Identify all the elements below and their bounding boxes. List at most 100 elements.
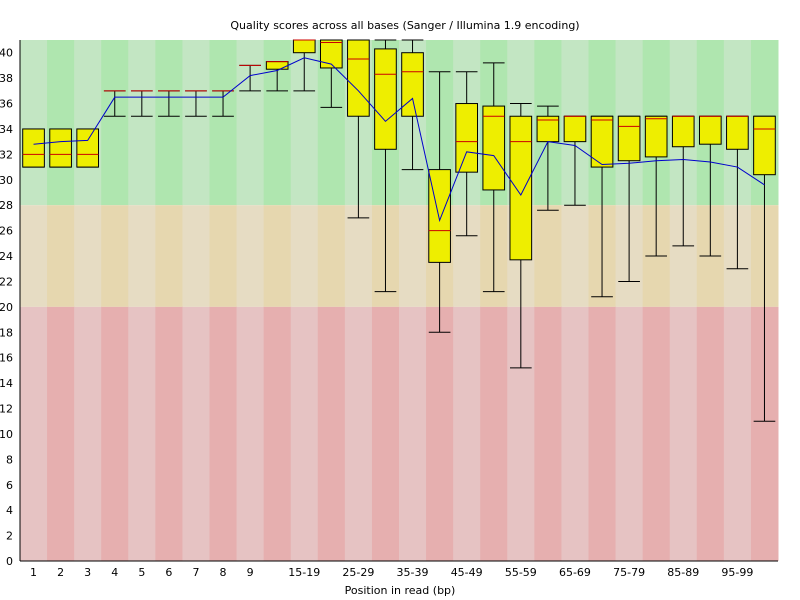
x-tick-label-10: 15-19	[288, 566, 320, 579]
zone-band-1-10	[290, 205, 319, 307]
zone-band-1-12	[344, 205, 373, 307]
box-2	[76, 128, 100, 168]
zone-band-1-0	[20, 205, 48, 307]
y-tick-label-40: 40	[0, 47, 13, 60]
x-tick-label-1: 2	[57, 566, 64, 579]
zone-band-0-5	[155, 40, 183, 206]
x-tick-label-14: 35-39	[397, 566, 429, 579]
y-tick-label-32: 32	[0, 148, 13, 161]
zone-band-2-2	[74, 306, 102, 561]
x-axis-label: Position in read (bp)	[345, 584, 456, 597]
zone-band-2-17	[480, 306, 508, 561]
y-tick-label-18: 18	[0, 326, 13, 339]
y-tick-label-34: 34	[0, 123, 13, 136]
x-tick-label-0: 1	[30, 566, 37, 579]
x-tick-label-24: 85-89	[667, 566, 699, 579]
zone-band-1-14	[399, 205, 427, 307]
zone-band-0-7	[209, 40, 238, 206]
zone-band-2-1	[47, 306, 75, 561]
y-tick-label-28: 28	[0, 199, 13, 212]
chart-title: Quality scores across all bases (Sanger …	[230, 19, 579, 32]
y-tick-label-16: 16	[0, 352, 13, 365]
zone-band-2-7	[209, 306, 238, 561]
mean-layer	[33, 57, 765, 223]
box-12	[347, 39, 370, 117]
box-9	[265, 61, 289, 70]
box-13	[374, 48, 397, 150]
x-tick-label-26: 95-99	[721, 566, 753, 579]
zone-band-2-22	[615, 306, 644, 561]
y-tick-label-12: 12	[0, 403, 13, 416]
x-tick-label-7: 8	[220, 566, 227, 579]
box-27	[753, 115, 776, 176]
zone-band-1-2	[74, 205, 102, 307]
zone-band-2-5	[155, 306, 183, 561]
x-tick-label-18: 55-59	[505, 566, 537, 579]
y-tick-label-26: 26	[0, 225, 13, 238]
zone-band-2-15	[426, 306, 454, 561]
zone-band-1-1	[47, 205, 75, 307]
zone-band-2-19	[534, 306, 562, 561]
zone-band-0-3	[101, 40, 129, 206]
box-25	[698, 115, 722, 145]
zone-band-1-19	[534, 205, 562, 307]
zone-band-2-6	[182, 306, 210, 561]
zone-band-1-20	[561, 205, 589, 307]
box-15	[428, 169, 451, 263]
zone-band-2-10	[290, 306, 319, 561]
zone-band-0-0	[20, 40, 48, 206]
box-26	[726, 115, 749, 150]
box-24	[671, 115, 695, 148]
zone-band-1-9	[263, 205, 292, 307]
box-11	[319, 39, 343, 69]
zone-band-1-5	[155, 205, 183, 307]
zone-band-0-4	[128, 40, 156, 206]
y-tick-label-4: 4	[6, 504, 13, 517]
box-22	[617, 115, 641, 162]
y-tick-label-38: 38	[0, 72, 13, 85]
y-tick-label-8: 8	[6, 453, 13, 466]
zone-band-0-2	[74, 40, 102, 206]
x-tick-label-22: 75-79	[613, 566, 645, 579]
zone-band-2-8	[236, 306, 265, 561]
y-tick-label-14: 14	[0, 377, 13, 390]
box-14	[401, 52, 424, 117]
zone-band-2-16	[453, 306, 481, 561]
y-tick-label-36: 36	[0, 98, 13, 111]
zone-band-2-12	[344, 306, 373, 561]
zone-band-1-4	[128, 205, 156, 307]
box-20	[563, 115, 587, 143]
zone-band-2-9	[263, 306, 292, 561]
zone-band-2-21	[588, 306, 617, 561]
x-tick-label-6: 7	[192, 566, 199, 579]
zone-band-1-7	[209, 205, 238, 307]
y-tick-label-20: 20	[0, 301, 13, 314]
y-tick-label-24: 24	[0, 250, 13, 263]
y-tick-label-0: 0	[6, 555, 13, 568]
zone-band-2-23	[642, 306, 671, 561]
x-tick-label-4: 5	[138, 566, 145, 579]
zone-band-2-0	[20, 306, 48, 561]
zone-band-2-24	[669, 306, 698, 561]
x-tick-label-5: 6	[165, 566, 172, 579]
zone-band-1-6	[182, 205, 210, 307]
x-tick-label-2: 3	[84, 566, 91, 579]
box-1	[49, 128, 72, 168]
y-tick-label-22: 22	[0, 275, 13, 288]
y-tick-label-10: 10	[0, 428, 13, 441]
y-tick-label-2: 2	[6, 530, 13, 543]
zone-band-0-1	[47, 40, 75, 206]
box-23	[644, 115, 668, 158]
x-tick-label-8: 9	[247, 566, 254, 579]
zone-band-2-26	[723, 306, 752, 561]
zone-band-2-14	[399, 306, 427, 561]
zone-band-1-8	[236, 205, 265, 307]
y-tick-label-6: 6	[6, 479, 13, 492]
box-17	[482, 105, 506, 191]
zone-band-2-3	[101, 306, 129, 561]
mean-line	[33, 57, 765, 223]
zone-band-2-25	[696, 306, 725, 561]
zone-band-0-6	[182, 40, 210, 206]
x-tick-label-12: 25-29	[342, 566, 374, 579]
